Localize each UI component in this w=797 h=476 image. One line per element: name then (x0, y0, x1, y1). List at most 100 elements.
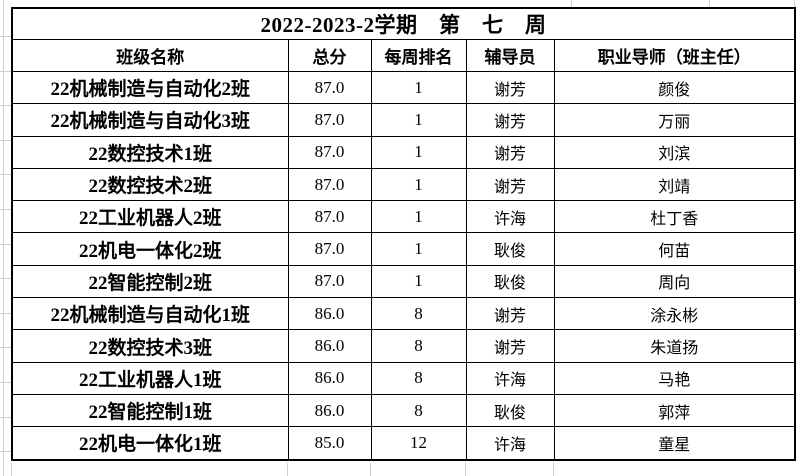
gridline (465, 463, 466, 476)
cell-weekly_rank: 1 (370, 264, 467, 299)
table-row: 22数控技术2班 87.0 1 谢芳 刘靖 (11, 167, 796, 202)
cell-mentor: 杜丁香 (553, 200, 796, 234)
cell-total_score: 86.0 (287, 297, 372, 331)
table-title: 2022-2023-2学期 第 七 周 (11, 7, 796, 40)
cell-total_score: 86.0 (287, 329, 372, 363)
cell-weekly_rank: 1 (370, 232, 467, 266)
gridline (0, 105, 11, 106)
cell-total_score: 86.0 (287, 361, 372, 395)
cell-weekly_rank: 1 (370, 135, 467, 169)
cell-class_name: 22智能控制2班 (11, 264, 289, 299)
cell-class_name: 22机械制造与自动化1班 (11, 297, 289, 331)
gridline (370, 463, 371, 476)
cell-weekly_rank: 8 (370, 297, 467, 331)
cell-counselor: 许海 (465, 426, 555, 461)
gridline (0, 244, 11, 245)
table-row: 22智能控制2班 87.0 1 耿俊 周向 (11, 264, 796, 299)
gridline (0, 417, 11, 418)
gridline (0, 71, 11, 72)
cell-class_name: 22智能控制1班 (11, 393, 289, 428)
cell-total_score: 87.0 (287, 200, 372, 234)
header-cell-mentor: 职业导师（班主任） (553, 39, 796, 72)
cell-mentor: 涂永彬 (553, 297, 796, 331)
cell-mentor: 万丽 (553, 103, 796, 137)
cell-counselor: 耿俊 (465, 264, 555, 299)
table-row: 22工业机器人1班 86.0 8 许海 马艳 (11, 361, 796, 395)
cell-weekly_rank: 1 (370, 103, 467, 137)
cell-counselor: 谢芳 (465, 297, 555, 331)
cell-weekly_rank: 8 (370, 329, 467, 363)
table-body: 22机械制造与自动化2班 87.0 1 谢芳 颜俊 22机械制造与自动化3班 87.0 1 谢芳… (11, 70, 796, 461)
cell-mentor: 颜俊 (553, 70, 796, 105)
gridline (0, 451, 11, 452)
header-cell-class_name: 班级名称 (11, 39, 289, 72)
cell-counselor: 谢芳 (465, 103, 555, 137)
cell-class_name: 22工业机器人1班 (11, 361, 289, 395)
cell-total_score: 87.0 (287, 232, 372, 266)
cell-weekly_rank: 8 (370, 361, 467, 395)
gridline (709, 0, 710, 7)
header-cell-counselor: 辅导员 (465, 39, 555, 72)
cell-mentor: 刘滨 (553, 135, 796, 169)
gridline (0, 209, 11, 210)
cell-counselor: 谢芳 (465, 167, 555, 202)
title-row: 2022-2023-2学期 第 七 周 (11, 7, 796, 40)
gridline (0, 278, 11, 279)
cell-weekly_rank: 8 (370, 393, 467, 428)
cell-class_name: 22工业机器人2班 (11, 200, 289, 234)
cell-class_name: 22机电一体化2班 (11, 232, 289, 266)
cell-total_score: 85.0 (287, 426, 372, 461)
cell-counselor: 耿俊 (465, 393, 555, 428)
cell-weekly_rank: 12 (370, 426, 467, 461)
table-row: 22机械制造与自动化2班 87.0 1 谢芳 颜俊 (11, 70, 796, 105)
gridline (571, 0, 572, 7)
table-row: 22数控技术1班 87.0 1 谢芳 刘滨 (11, 135, 796, 169)
gridline (287, 463, 288, 476)
cell-weekly_rank: 1 (370, 200, 467, 234)
cell-counselor: 许海 (465, 361, 555, 395)
gridline (0, 140, 11, 141)
cell-class_name: 22机械制造与自动化3班 (11, 103, 289, 137)
cell-counselor: 谢芳 (465, 135, 555, 169)
gridline (0, 36, 11, 37)
cell-mentor: 何苗 (553, 232, 796, 266)
table-row: 22工业机器人2班 87.0 1 许海 杜丁香 (11, 200, 796, 234)
cell-counselor: 许海 (465, 200, 555, 234)
cell-mentor: 朱道扬 (553, 329, 796, 363)
gridline (0, 313, 11, 314)
table-row: 22机电一体化2班 87.0 1 耿俊 何苗 (11, 232, 796, 266)
table-row: 22机械制造与自动化3班 87.0 1 谢芳 万丽 (11, 103, 796, 137)
cell-weekly_rank: 1 (370, 70, 467, 105)
cell-total_score: 87.0 (287, 70, 372, 105)
gridline (0, 382, 11, 383)
cell-total_score: 87.0 (287, 103, 372, 137)
table-row: 22数控技术3班 86.0 8 谢芳 朱道扬 (11, 329, 796, 363)
gridline (3, 0, 4, 476)
gridline (0, 347, 11, 348)
gridline (11, 463, 12, 476)
weekly-ranking-table: 2022-2023-2学期 第 七 周 班级名称 总分 每周排名 辅导员 职业导师（班主… (11, 7, 797, 461)
table-row: 22机电一体化1班 85.0 12 许海 童星 (11, 426, 796, 461)
gridline (553, 463, 554, 476)
table-row: 22机械制造与自动化1班 86.0 8 谢芳 涂永彬 (11, 297, 796, 331)
cell-class_name: 22机械制造与自动化2班 (11, 70, 289, 105)
cell-class_name: 22数控技术2班 (11, 167, 289, 202)
cell-mentor: 童星 (553, 426, 796, 461)
cell-total_score: 86.0 (287, 393, 372, 428)
cell-total_score: 87.0 (287, 264, 372, 299)
cell-weekly_rank: 1 (370, 167, 467, 202)
cell-counselor: 谢芳 (465, 70, 555, 105)
cell-total_score: 87.0 (287, 135, 372, 169)
cell-mentor: 郭萍 (553, 393, 796, 428)
cell-mentor: 马艳 (553, 361, 796, 395)
cell-class_name: 22数控技术3班 (11, 329, 289, 363)
cell-class_name: 22机电一体化1班 (11, 426, 289, 461)
header-cell-weekly_rank: 每周排名 (370, 39, 467, 72)
cell-counselor: 耿俊 (465, 232, 555, 266)
table-row: 22智能控制1班 86.0 8 耿俊 郭萍 (11, 393, 796, 428)
cell-mentor: 周向 (553, 264, 796, 299)
cell-mentor: 刘靖 (553, 167, 796, 202)
cell-counselor: 谢芳 (465, 329, 555, 363)
header-cell-total_score: 总分 (287, 39, 372, 72)
